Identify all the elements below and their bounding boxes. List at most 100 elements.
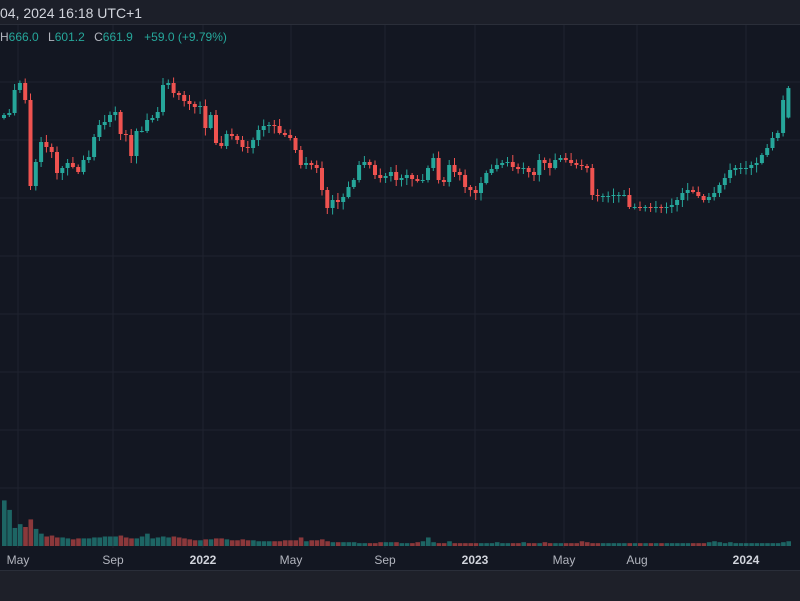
candle-body (166, 83, 171, 85)
candle (622, 190, 627, 197)
volume-bar (744, 543, 749, 546)
volume-bar (574, 543, 579, 546)
candle-body (563, 158, 568, 160)
candle (12, 84, 17, 116)
candle (510, 155, 515, 171)
candle-body (92, 137, 97, 157)
time-axis[interactable]: May Sep 2022 May Sep 2023 May Aug 2024 (0, 548, 800, 570)
candle (251, 137, 256, 154)
candle (49, 143, 54, 158)
candle (394, 165, 399, 186)
volume-bar (404, 543, 410, 546)
volume-bar (659, 543, 664, 546)
volume-bar (118, 535, 124, 546)
candle (521, 162, 526, 174)
volume-bar (219, 538, 224, 546)
candle-body (33, 162, 38, 186)
candle (261, 119, 266, 137)
candle-body (288, 135, 293, 138)
candle (532, 168, 536, 181)
volume-bar (638, 543, 643, 546)
volume-bar (367, 543, 373, 546)
candle (696, 186, 701, 198)
candle-body (706, 197, 711, 200)
candle (749, 161, 754, 175)
candle (728, 163, 733, 183)
candle (484, 170, 489, 185)
candle-body (346, 187, 351, 197)
volume-bar (452, 543, 458, 546)
candle (17, 80, 22, 93)
candle-body (2, 115, 6, 118)
candle (547, 158, 552, 176)
candle-body (245, 147, 250, 148)
volume-bar (123, 537, 129, 546)
candle-body (55, 152, 59, 173)
candle (415, 175, 420, 183)
volume-bar (139, 536, 145, 546)
volume-bar (585, 542, 590, 546)
volume-bar (606, 543, 611, 546)
candle (256, 125, 261, 146)
candle (712, 187, 717, 201)
volume-bar (600, 543, 606, 546)
volume-bar (176, 537, 182, 546)
candle (367, 159, 372, 169)
x-tick-label: Sep (374, 553, 396, 567)
volume-bar (441, 543, 447, 546)
candle (155, 107, 160, 121)
volume-bar (701, 543, 707, 546)
candle-body (39, 142, 44, 162)
volume-bar (516, 543, 521, 546)
candle-body (192, 104, 197, 107)
candle (473, 186, 478, 200)
candle-body (235, 136, 240, 140)
candle (113, 106, 118, 121)
candle (706, 193, 711, 203)
candle-body (320, 168, 324, 190)
candle-body (786, 88, 791, 118)
candle-body (388, 172, 393, 176)
candle (526, 166, 531, 178)
x-tick-label: Sep (102, 553, 124, 567)
candle (330, 195, 335, 215)
volume-bar (717, 542, 723, 546)
candle-body (585, 166, 589, 168)
candle (298, 146, 303, 169)
candle (616, 192, 621, 203)
candle (744, 161, 748, 175)
candle-body (325, 190, 330, 208)
candle-body (171, 83, 176, 93)
candle-body (198, 106, 203, 107)
candle (643, 205, 648, 212)
candle (420, 174, 425, 183)
candle (235, 134, 240, 144)
candle (277, 119, 282, 135)
candle-body (600, 196, 605, 197)
volume-bar (569, 543, 574, 546)
candle (685, 183, 690, 201)
candle-body (261, 126, 266, 130)
volume-bar (542, 542, 548, 546)
candle-body (553, 160, 558, 168)
volume-bar (65, 538, 71, 546)
volume-bar (298, 537, 304, 546)
candle (664, 202, 669, 214)
candle (102, 115, 107, 130)
volume-bar (759, 543, 765, 546)
candle-body (516, 167, 521, 169)
candle-body (362, 162, 367, 165)
candle-body (86, 157, 91, 160)
ohlc-legend: H666.0 L601.2 C661.9 +59.0 (+9.79%) (0, 30, 227, 44)
candle (759, 153, 764, 165)
volume-bar (563, 543, 569, 546)
volume-bar (431, 542, 436, 546)
volume-bar (775, 543, 781, 546)
candle-body (420, 180, 425, 181)
volume-bar (33, 528, 39, 546)
candle (166, 79, 171, 89)
volume-bar (675, 543, 680, 546)
x-tick-label: 2023 (461, 553, 489, 567)
price-chart[interactable] (0, 0, 800, 548)
candle-body (293, 138, 298, 150)
